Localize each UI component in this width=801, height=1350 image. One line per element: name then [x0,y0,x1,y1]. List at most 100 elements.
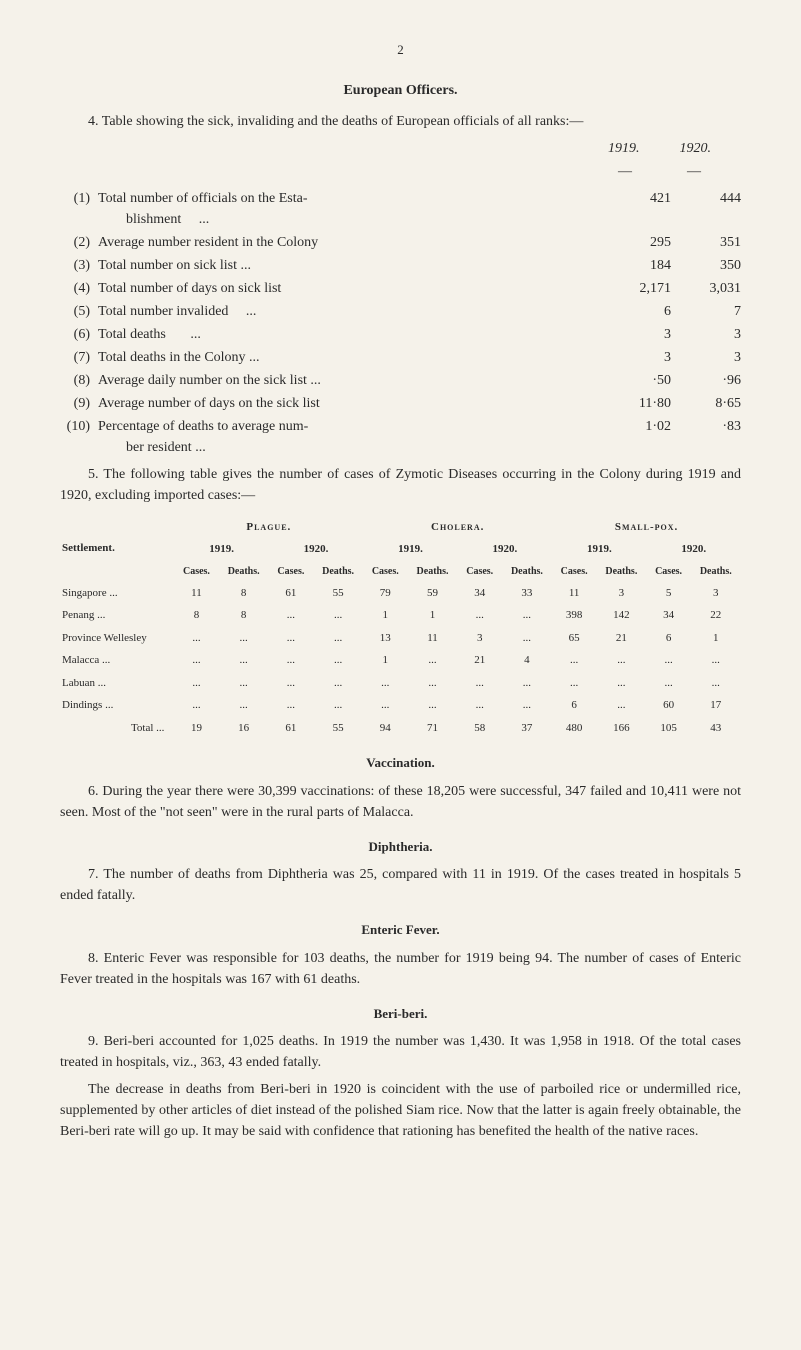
table-cell: ... [502,604,552,627]
total-cell: 166 [596,717,646,740]
total-cell: 94 [363,717,407,740]
table-cell: ... [218,672,268,695]
list-num: (4) [60,278,98,299]
list-val-1919: 6 [601,301,671,322]
settlement-name: Singapore ... [60,582,174,605]
table-cell: 61 [269,582,313,605]
table-cell: 11 [174,582,218,605]
table-cell: ... [174,694,218,717]
list-label: Total number invalided ... [98,301,601,322]
list-val-1920: 444 [671,188,741,209]
list-val-1920: 350 [671,255,741,276]
table-cell: ... [502,627,552,650]
col-settlement: Settlement. [60,516,174,582]
table-cell: 8 [174,604,218,627]
table-cell: ... [596,649,646,672]
vaccination-title: Vaccination. [60,753,741,773]
list-num: (1) [60,188,98,209]
list-row: (10)Percentage of deaths to average num-… [60,416,741,458]
list-val-1920: ·96 [671,370,741,391]
table-cell: 11 [407,627,457,650]
list-label: Total number on sick list ... [98,255,601,276]
list-val-1920: ·83 [671,416,741,437]
table-cell: 33 [502,582,552,605]
table-cell: 4 [502,649,552,672]
table-cell: 6 [647,627,691,650]
list-row: (6)Total deaths ...33 [60,324,741,345]
table-cell: ... [269,672,313,695]
table-cell: ... [502,694,552,717]
table-cell: 34 [458,582,502,605]
table-row: Dindings ...........................6...… [60,694,741,717]
year-1920: 1920. [680,138,712,159]
list-label: Average daily number on the sick list ..… [98,370,601,391]
table-cell: ... [218,694,268,717]
table-cell: ... [218,627,268,650]
table-cell: ... [363,672,407,695]
table-cell: 21 [458,649,502,672]
year-header: 1920. [269,538,363,561]
total-cell: 480 [552,717,596,740]
table-cell: 3 [691,582,741,605]
enteric-title: Enteric Fever. [60,920,741,940]
total-cell: 58 [458,717,502,740]
metric-header: Deaths. [502,561,552,582]
total-cell: 55 [313,717,363,740]
list-num: (6) [60,324,98,345]
table-cell: ... [596,694,646,717]
table-cell: ... [407,694,457,717]
list-row: (4)Total number of days on sick list2,17… [60,278,741,299]
total-cell: 105 [647,717,691,740]
year-header: 1919. [363,538,457,561]
total-cell: 43 [691,717,741,740]
table-cell: 6 [552,694,596,717]
table-cell: 34 [647,604,691,627]
para-6: 6. During the year there were 30,399 vac… [60,781,741,823]
metric-header: Cases. [269,561,313,582]
dash: — [618,161,632,182]
table-cell: 1 [363,649,407,672]
total-cell: 37 [502,717,552,740]
settlement-name: Province Wellesley [60,627,174,650]
table-row: Labuan .................................… [60,672,741,695]
table-cell: 3 [596,582,646,605]
table-cell: 1 [407,604,457,627]
year-header-row: 1919. 1920. [60,138,711,159]
list-label: Total number of days on sick list [98,278,601,299]
metric-header: Deaths. [407,561,457,582]
table-cell: ... [458,672,502,695]
list-row: (1)Total number of officials on the Esta… [60,188,741,230]
list-val-1919: 184 [601,255,671,276]
table-cell: 17 [691,694,741,717]
table-cell: ... [647,649,691,672]
table-cell: ... [458,694,502,717]
list-val-1920: 3 [671,324,741,345]
list-num: (9) [60,393,98,414]
para-9: 9. Beri-beri accounted for 1,025 deaths.… [60,1031,741,1073]
table-cell: ... [407,672,457,695]
zymotic-table: Settlement. Plague. Cholera. Small-pox. … [60,516,741,740]
dash-row: — — [60,161,701,182]
list-label: Total deaths in the Colony ... [98,347,601,368]
table-cell: ... [174,627,218,650]
settlement-name: Malacca ... [60,649,174,672]
list-label: Average number resident in the Colony [98,232,601,253]
list-row: (5)Total number invalided ...67 [60,301,741,322]
list-label: Average number of days on the sick list [98,393,601,414]
list-num: (10) [60,416,98,437]
table-cell: 65 [552,627,596,650]
metric-header: Deaths. [218,561,268,582]
beri-title: Beri-beri. [60,1004,741,1024]
table-cell: ... [363,694,407,717]
metric-header: Deaths. [691,561,741,582]
list-val-1919: 2,171 [601,278,671,299]
list-val-1920: 3 [671,347,741,368]
metric-header: Cases. [647,561,691,582]
list-val-1920: 351 [671,232,741,253]
table-cell: ... [691,649,741,672]
list-row: (9)Average number of days on the sick li… [60,393,741,414]
total-label: Total ... [60,717,174,740]
para-9b: The decrease in deaths from Beri-beri in… [60,1079,741,1142]
table-cell: ... [313,604,363,627]
table-cell: 13 [363,627,407,650]
